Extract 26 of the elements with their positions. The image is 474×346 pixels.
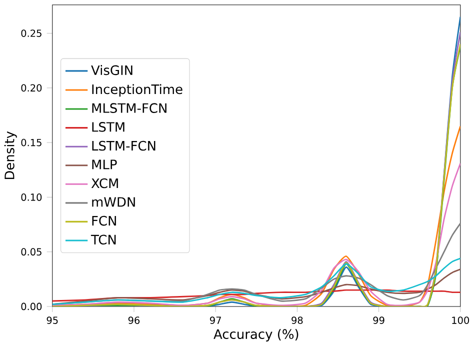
legend-label: InceptionTime bbox=[92, 84, 182, 97]
y-tick-label: 0.00 bbox=[21, 302, 42, 310]
y-tick-label: 0.25 bbox=[21, 30, 42, 38]
y-tick-label: 0.20 bbox=[21, 84, 42, 92]
x-tick-label: 95 bbox=[46, 316, 58, 324]
y-axis-title: Density bbox=[4, 131, 17, 180]
legend-label: XCM bbox=[91, 178, 118, 188]
legend-label: LSTM bbox=[92, 122, 124, 132]
y-tick-label: 0.05 bbox=[21, 248, 42, 256]
x-axis-title: Accuracy (%) bbox=[214, 329, 298, 342]
x-tick-label: 96 bbox=[128, 316, 140, 324]
line-series bbox=[52, 258, 460, 306]
legend-label: LSTM-FCN bbox=[92, 140, 156, 151]
legend-label: TCN bbox=[90, 234, 116, 245]
legend-label: MLSTM-FCN bbox=[92, 103, 166, 114]
legend-label: mWDN bbox=[92, 197, 135, 207]
x-tick-label: 100 bbox=[452, 316, 470, 324]
legend-label: MLP bbox=[92, 160, 117, 170]
legend-label: FCN bbox=[92, 216, 116, 226]
line-series bbox=[52, 289, 460, 302]
x-tick-label: 99 bbox=[373, 316, 384, 324]
legend-label: VisGIN bbox=[91, 65, 132, 76]
y-tick-label: 0.10 bbox=[21, 194, 42, 201]
y-tick-label: 0.15 bbox=[21, 138, 42, 146]
x-tick-label: 98 bbox=[292, 316, 303, 324]
x-tick-label: 97 bbox=[210, 316, 221, 324]
